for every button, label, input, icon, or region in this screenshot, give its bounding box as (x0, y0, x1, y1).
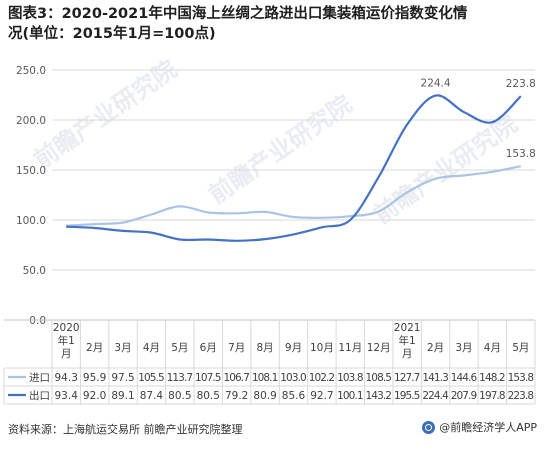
chart-title-line-2: 况(单位：2015年1月=100点) (8, 26, 216, 42)
x-tick-label: 5月 (171, 342, 188, 354)
x-tick-label: 9月 (285, 342, 302, 354)
x-tick-label: 年1 (58, 334, 75, 347)
table-value: 224.4 (422, 390, 449, 402)
table-value: 153.8 (508, 372, 534, 384)
table-value: 141.3 (422, 372, 448, 384)
x-tick-label: 2020 (53, 322, 80, 334)
legend-label: 进口 (29, 372, 50, 384)
x-tick-label: 月 (402, 348, 413, 360)
table-value: 108.5 (366, 372, 392, 384)
x-tick-label: 2月 (86, 342, 103, 354)
y-tick-label: 0.0 (29, 315, 46, 327)
table-value: 100.1 (337, 390, 363, 402)
table-value: 106.7 (223, 372, 249, 384)
y-tick-label: 100.0 (16, 215, 46, 227)
table-value: 92.7 (310, 390, 333, 402)
x-tick-label: 2021 (394, 322, 421, 334)
y-tick-label: 150.0 (16, 165, 46, 177)
x-tick-label: 5月 (512, 342, 529, 354)
legend-label: 出口 (29, 389, 50, 402)
y-tick-label: 200.0 (16, 115, 46, 127)
table-value: 85.6 (282, 390, 306, 402)
x-tick-label: 年1 (399, 334, 416, 347)
x-tick-label: 8月 (256, 342, 273, 354)
x-tick-label: 10月 (310, 342, 334, 354)
table-value: 108.1 (252, 372, 278, 384)
y-tick-label: 50.0 (23, 265, 46, 277)
brand-logo-icon (422, 420, 436, 434)
table-value: 94.3 (55, 372, 78, 384)
table-value: 80.5 (197, 390, 220, 402)
x-tick-label: 6月 (200, 342, 217, 354)
table-value: 89.1 (111, 390, 134, 402)
y-tick-label: 250.0 (16, 65, 46, 77)
chart-title-line-1: 图表3：2020-2021年中国海上丝绸之路进出口集装箱运价指数变化情 (8, 6, 468, 22)
table-value: 103.8 (337, 372, 363, 384)
x-tick-label: 3月 (455, 342, 472, 354)
table-value: 223.8 (508, 390, 534, 402)
table-value: 105.5 (138, 372, 164, 384)
chart-title: 图表3：2020-2021年中国海上丝绸之路进出口集装箱运价指数变化情 况(单位… (8, 4, 538, 44)
table-value: 80.5 (168, 390, 191, 402)
table-value: 148.2 (479, 372, 505, 384)
x-tick-label: 7月 (228, 342, 245, 354)
x-tick-label: 12月 (367, 342, 391, 354)
table-value: 92.0 (83, 390, 106, 402)
table-value: 97.5 (111, 372, 134, 384)
x-tick-label: 月 (61, 348, 72, 360)
table-value: 103.0 (280, 372, 306, 384)
table-value: 107.5 (195, 372, 221, 384)
x-tick-label: 4月 (484, 342, 501, 354)
x-tick-label: 4月 (143, 342, 160, 354)
table-value: 197.8 (479, 390, 505, 402)
x-tick-label: 3月 (114, 342, 131, 354)
data-label: 224.4 (421, 78, 451, 90)
data-label: 223.8 (506, 78, 536, 90)
table-value: 93.4 (55, 390, 79, 402)
table-value: 127.7 (394, 372, 420, 384)
table-value: 102.2 (309, 372, 335, 384)
table-value: 144.6 (451, 372, 478, 384)
brand-credit-text: @前瞻经济学人APP (439, 421, 537, 434)
table-value: 80.9 (253, 390, 276, 402)
table-value: 79.2 (225, 390, 248, 402)
x-tick-label: 2月 (427, 342, 444, 354)
source-note: 资料来源：上海航运交易所 前瞻产业研究院整理 (8, 423, 243, 436)
table-value: 113.7 (167, 372, 193, 384)
table-value: 207.9 (451, 390, 477, 402)
table-value: 87.4 (140, 390, 164, 402)
series-line-进口 (66, 165, 522, 227)
x-tick-label: 11月 (338, 342, 362, 354)
table-value: 195.5 (394, 390, 420, 402)
table-value: 95.9 (83, 372, 106, 384)
brand-credit: @前瞻经济学人APP (422, 419, 537, 435)
data-label: 153.8 (506, 148, 536, 160)
series-line-出口 (66, 94, 522, 242)
table-value: 143.2 (366, 390, 392, 402)
